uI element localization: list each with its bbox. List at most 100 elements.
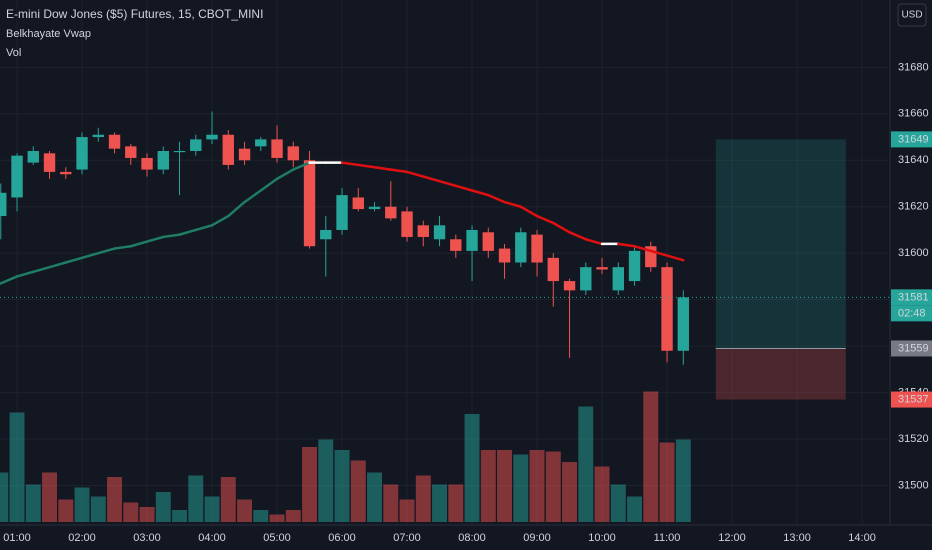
x-tick-label: 12:00 [718,532,746,544]
vwap-segment [48,261,68,269]
volume-bar [480,450,496,522]
x-tick-label: 13:00 [783,532,811,544]
entry-badge: 31559 [898,342,929,354]
x-tick-label: 01:00 [3,532,31,544]
candle-body [255,139,267,147]
candle-body [433,225,446,240]
volume-bar [318,439,334,522]
volume-bar [107,477,123,522]
candle-body [287,146,299,161]
candle-body [645,246,657,268]
candle-body [141,157,153,170]
vwap-segment [633,244,653,253]
candle-body [303,160,316,247]
loss-zone [715,348,846,400]
volume-bar [399,499,415,522]
vwap-segment [97,247,116,255]
candle-body [173,150,186,153]
vwap-segment [438,179,458,188]
volume-bar [9,412,25,522]
vwap-segment [113,244,133,250]
candle-body [238,148,251,161]
volume-bar [578,406,594,522]
volume-bar [220,477,236,522]
vwap-segment [32,265,51,274]
candle-body [368,206,381,210]
x-tick-label: 02:00 [68,532,96,544]
y-tick-label: 31620 [898,201,929,213]
vwap-segment [210,214,230,227]
vwap-segment [80,251,100,260]
candle-body [125,146,137,158]
y-tick-label: 31660 [898,108,929,120]
volume-bar [58,499,74,522]
candle-body [466,229,478,251]
volume-bar [610,484,626,522]
volume-bar [155,492,171,522]
currency-button[interactable] [897,3,927,27]
volume-bar [74,487,90,522]
candle-body [0,192,7,217]
volume-bar [334,450,350,522]
volume-bar [448,484,464,522]
volume-bar [188,475,204,522]
candle-body [206,134,218,140]
vwap-segment [373,166,393,171]
vwap-segment [194,224,214,232]
candle-body [92,134,104,138]
stop-badge: 31537 [898,393,929,405]
x-tick-label: 06:00 [328,532,356,544]
candle-body [547,257,559,282]
volume-bar [0,472,9,522]
vwap-segment [552,221,571,234]
candle-body [677,297,689,351]
plot [0,0,890,525]
x-tick-label: 04:00 [198,532,226,544]
vwap-segment [470,189,490,197]
candle-body [76,137,88,170]
candle-body [222,134,234,165]
indicator-label: Belkhayate Vwap [6,28,91,40]
volume-bar [659,442,675,522]
target-badge-bg [891,131,932,148]
candle-body [450,239,462,251]
volume-bar [269,514,285,522]
vwap-segment [617,242,636,248]
profit-zone [715,139,846,349]
y-tick-label: 31500 [898,479,929,491]
currency[interactable]: USD [901,10,922,21]
vwap-segment [340,161,360,167]
candle-body [352,197,364,210]
candle-body [515,232,527,263]
x-tick-label: 11:00 [654,532,681,544]
vwap-segment [292,161,311,171]
candle-body [661,267,673,351]
candle-body [157,150,169,170]
candle-body [385,206,397,219]
candle-body [628,250,641,282]
candle-body [60,171,72,175]
y-tick-label: 31520 [898,433,929,445]
vwap-segment [389,168,409,174]
volume-bar [594,466,610,522]
x-tick-label: 07:00 [393,532,421,544]
x-tick-label: 14:00 [848,532,876,544]
volume-bar [302,447,318,522]
candle-body [320,229,332,240]
x-tick-label: 10:00 [588,532,616,544]
candle-body [417,225,429,237]
vwap-segment [487,193,506,204]
x-tick-label: 03:00 [133,532,161,544]
vwap-segment [422,175,441,183]
volume-bar [285,510,301,522]
vwap-segment [275,168,295,181]
volume-bar [627,496,643,522]
candle-body [11,155,23,198]
candle-body [498,248,511,263]
volume-bar [415,475,431,522]
y-tick-label: 31680 [898,61,929,73]
candle-body [108,134,121,149]
vwap-segment [162,233,181,239]
volume-bar [513,454,529,522]
vwap-segment [0,275,19,285]
